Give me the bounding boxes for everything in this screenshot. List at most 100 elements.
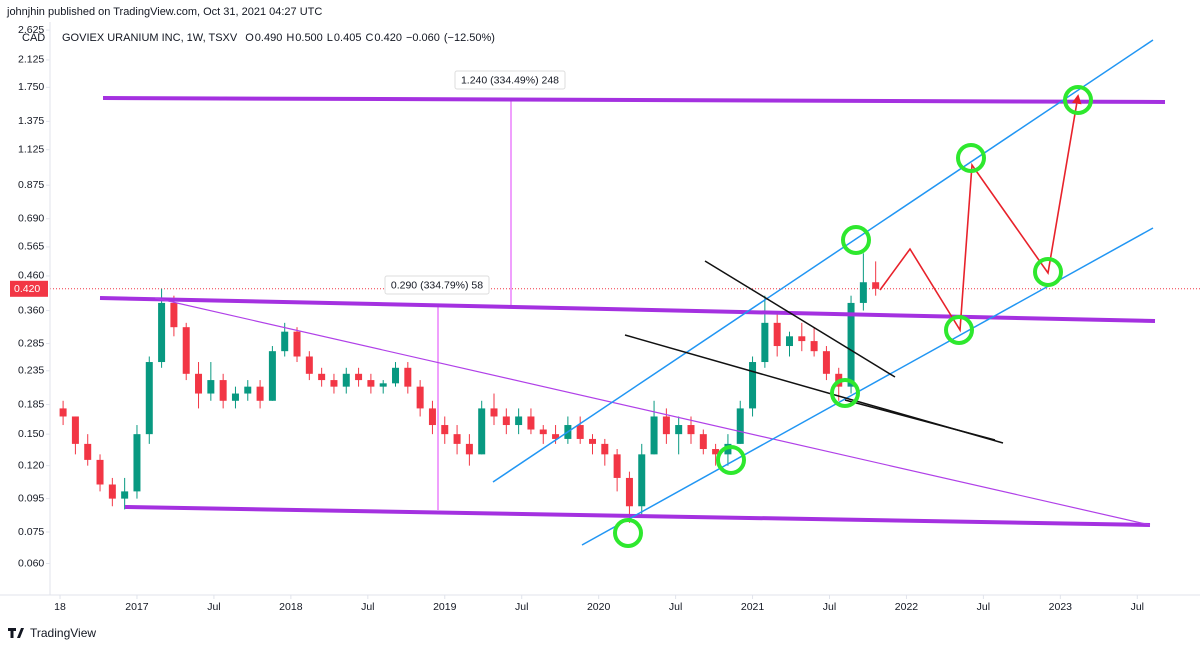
currency: CAD: [22, 32, 45, 44]
x-tick-label: 2021: [741, 601, 765, 613]
candle-body: [268, 351, 276, 401]
annotation-box: [454, 70, 566, 90]
candle-body: [231, 393, 239, 401]
candle-body: [662, 416, 670, 435]
annotation: 0.290 (334.79%) 58: [391, 279, 483, 291]
candle-body: [601, 443, 609, 455]
circle: [1063, 85, 1093, 115]
candle-body: [527, 416, 535, 430]
quote-part: 0.500: [295, 32, 323, 44]
resistance-line: [102, 96, 1166, 104]
logo-icon: [8, 628, 24, 638]
candle-body: [478, 408, 486, 455]
trend-line: [154, 297, 1151, 526]
candle-body: [256, 386, 264, 401]
circle: [830, 378, 860, 408]
wedge-line: [844, 399, 996, 441]
x-tick-label: Jul: [823, 601, 836, 613]
channel-line: [581, 227, 1154, 546]
candle-body: [133, 434, 141, 492]
candle-body: [392, 367, 400, 384]
resistance-line: [99, 296, 1156, 323]
candle-body: [330, 380, 338, 387]
y-tick-label: 0.095: [18, 492, 44, 504]
candle-body: [195, 373, 203, 394]
annotation-box: [384, 275, 490, 295]
candle-body: [170, 302, 178, 328]
quote-part: (−12.50%): [444, 32, 495, 44]
x-tick-label: 2019: [433, 601, 457, 613]
candle-body: [416, 386, 424, 409]
circle: [841, 225, 871, 255]
x-tick-label: Jul: [669, 601, 682, 613]
candle-body: [625, 477, 633, 507]
candle-body: [71, 416, 79, 444]
wedge-line: [704, 260, 896, 378]
candle-body: [539, 429, 547, 435]
candle-body: [182, 327, 190, 374]
x-tick-label: 2023: [1049, 601, 1073, 613]
y-tick-label: 0.235: [18, 365, 44, 377]
y-tick-label: 0.185: [18, 398, 44, 410]
candle-body: [219, 380, 227, 401]
quote-part: C: [365, 32, 373, 44]
candle-body: [121, 491, 129, 499]
brand: TradingView: [30, 626, 96, 640]
chart-title: GOVIEX URANIUM INC, 1W, TSXV: [62, 32, 238, 44]
y-tick-label: 0.690: [18, 213, 44, 225]
circle: [613, 518, 643, 548]
last-price-box: [10, 280, 48, 297]
candle-body: [859, 282, 867, 303]
drawings: 1.240 (334.49%) 248 0.290 (334.79%) 58: [99, 39, 1166, 548]
circle: [956, 143, 986, 173]
quote-part: 0.405: [334, 32, 362, 44]
y-tick-label: 1.125: [18, 143, 44, 155]
logo: TradingView: [8, 626, 96, 640]
x-tick-label: 2018: [279, 601, 303, 613]
quote-part: H: [286, 32, 294, 44]
candle-body: [847, 302, 855, 387]
y-tick-label: 2.625: [18, 24, 44, 36]
candle-body: [650, 416, 658, 455]
candle-body: [515, 416, 523, 426]
y-tick-label: 1.750: [18, 81, 44, 93]
y-tick-label: 0.460: [18, 270, 44, 282]
candle-body: [59, 408, 67, 417]
circle: [1033, 257, 1063, 287]
candle-body: [108, 484, 116, 499]
header-bg: [0, 0, 1200, 22]
candle-body: [158, 302, 166, 363]
candle-body: [404, 367, 412, 387]
candle-body: [552, 434, 560, 439]
circle: [944, 315, 974, 345]
candle-body: [318, 373, 326, 381]
y-tick-label: 0.150: [18, 428, 44, 440]
x-tick-label: Jul: [515, 601, 528, 613]
candle-body: [96, 459, 104, 485]
y-tick-label: 0.060: [18, 557, 44, 569]
candle-body: [367, 380, 375, 387]
candle-body: [749, 362, 757, 409]
channel-line: [492, 39, 1154, 483]
candle-body: [687, 425, 695, 435]
circles: [613, 85, 1093, 548]
candle-body: [305, 356, 313, 374]
candle-body: [675, 425, 683, 435]
y-tick-label: 0.075: [18, 526, 44, 538]
published: johnjhin published on TradingView.com, O…: [6, 6, 322, 18]
y-tick-label: 2.125: [18, 54, 44, 66]
x-tick-label: 18: [54, 601, 66, 613]
candle-body: [355, 373, 363, 381]
quote-part: 0.420: [374, 32, 402, 44]
candle-body: [207, 380, 215, 394]
candle-body: [281, 331, 289, 352]
candle-body: [712, 449, 720, 455]
candle-body: [872, 282, 880, 289]
last-price-label: 0.420: [14, 283, 40, 295]
candle-body: [576, 425, 584, 439]
y-tick-label: 0.360: [18, 304, 44, 316]
candle-body: [822, 351, 830, 374]
projection-path: [879, 94, 1082, 333]
candle-body: [589, 438, 596, 444]
